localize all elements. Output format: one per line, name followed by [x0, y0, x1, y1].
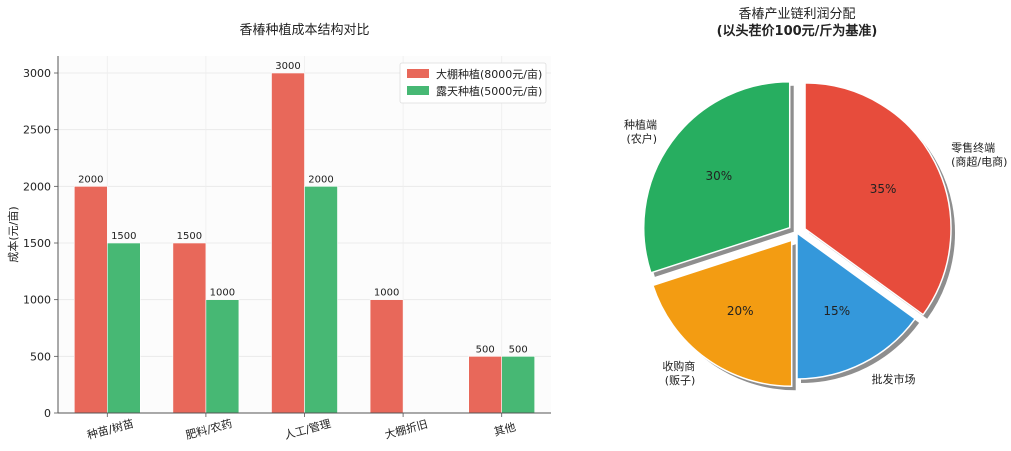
- x-tick-label: 种苗/树苗: [85, 416, 135, 442]
- bar-greenhouse: [468, 356, 503, 414]
- bar-greenhouse: [271, 72, 305, 414]
- pie-pct-label: 35%: [870, 182, 897, 196]
- bar-open-field: [501, 356, 536, 414]
- legend-box: [399, 62, 547, 104]
- y-tick-label: 2000: [23, 180, 51, 193]
- y-axis-label: 成本(元/亩): [6, 206, 20, 262]
- x-tick-label: 其他: [492, 420, 517, 438]
- bar-value-label: 500: [509, 344, 528, 355]
- x-tick-label: 人工/管理: [283, 416, 333, 442]
- y-tick-label: 2500: [23, 124, 51, 137]
- x-tick-label: 肥料/农药: [184, 416, 234, 442]
- pie-category-label: 批发市场: [871, 372, 915, 386]
- bar-chart-title: 香椿种植成本结构对比: [239, 23, 369, 38]
- bar-greenhouse: [369, 299, 404, 414]
- bar-open-field: [205, 299, 240, 414]
- bar-value-label: 2000: [78, 174, 103, 185]
- bar-value-label: 1500: [177, 231, 202, 242]
- y-tick-label: 3000: [23, 67, 51, 80]
- pie-slice-grower: [643, 80, 791, 274]
- legend-entry: 露天种植(5000元/亩): [436, 84, 542, 98]
- pie-pct-label: 20%: [727, 304, 754, 318]
- pie-chart: 香椿产业链利润分配(以头茬价100元/斤为基准) 35% 零售终端(商超/电商) 15…: [624, 7, 1007, 391]
- bar-open-field: [107, 242, 141, 414]
- bar-greenhouse: [74, 186, 108, 414]
- legend-swatch: [407, 69, 429, 78]
- y-tick-label: 1500: [23, 237, 51, 250]
- y-tick-label: 0: [44, 407, 51, 420]
- pie-category-label: 收购商(贩子): [662, 359, 695, 387]
- bar-value-label: 1000: [210, 288, 235, 299]
- bar-chart: 0 500 1000 1500 2000 2500 3000 2000 1500 种苗/树苗 150…: [6, 23, 551, 442]
- legend-swatch: [407, 86, 429, 95]
- pie-slice-retail: [804, 82, 952, 316]
- bar-open-field: [304, 186, 338, 414]
- bar-value-label: 2000: [308, 174, 333, 185]
- pie-category-label: 零售终端(商超/电商): [951, 140, 1007, 168]
- bar-greenhouse: [172, 242, 207, 414]
- y-tick-label: 1000: [23, 294, 51, 307]
- pie-pct-label: 30%: [706, 169, 733, 183]
- bar-value-label: 500: [476, 344, 495, 355]
- pie-slice-buyer: [651, 239, 793, 388]
- bar-value-label: 1000: [374, 288, 399, 299]
- bar-value-label: 3000: [275, 61, 300, 72]
- legend-entry: 大棚种植(8000元/亩): [436, 67, 542, 81]
- y-tick-label: 500: [30, 350, 51, 363]
- bar-value-label: 1500: [111, 231, 136, 242]
- pie-category-label: 种植端(农户): [624, 117, 657, 145]
- pie-subtitle: (以头茬价100元/斤为基准): [717, 23, 878, 39]
- pie-pct-label: 15%: [823, 304, 850, 318]
- pie-title: 香椿产业链利润分配: [738, 7, 855, 22]
- x-tick-label: 大棚折旧: [383, 417, 429, 442]
- pie-slice-wholesale: [796, 231, 917, 380]
